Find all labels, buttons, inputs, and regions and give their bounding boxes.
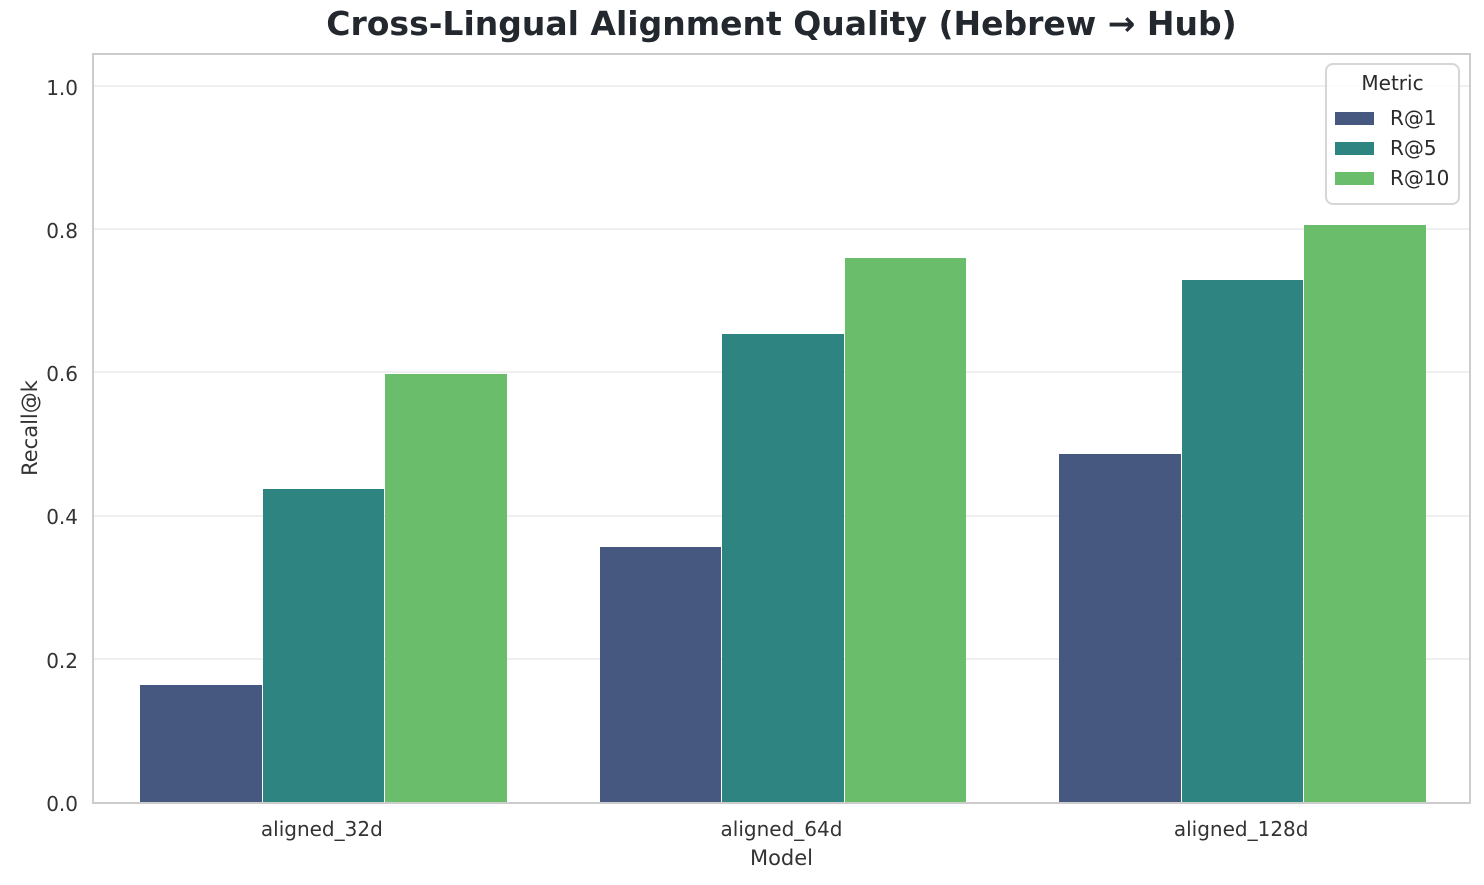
legend-rows: R@1 R@5 R@10: [1335, 103, 1450, 193]
x-tick-label: aligned_64d: [720, 817, 843, 841]
y-tick-label: 0.8: [46, 218, 78, 243]
plot-area: [92, 53, 1471, 804]
gridline: [94, 228, 1469, 230]
legend-entry: R@5: [1335, 133, 1450, 163]
y-tick-label: 1.0: [46, 75, 78, 100]
bar-aligned_32d-R@10: [385, 374, 507, 802]
legend-swatch-icon: [1335, 111, 1374, 125]
y-tick-label: 0.6: [46, 362, 78, 387]
bar-aligned_32d-R@5: [262, 489, 385, 802]
legend-swatch-icon: [1335, 141, 1374, 155]
y-tick-label: 0.4: [46, 505, 78, 530]
chart-title: Cross-Lingual Alignment Quality (Hebrew …: [326, 4, 1237, 43]
bar-aligned_64d-R@1: [599, 547, 722, 802]
legend-entry-label: R@1: [1390, 106, 1437, 130]
legend-entry-label: R@5: [1390, 136, 1437, 160]
legend-entry-label: R@10: [1390, 166, 1450, 190]
x-tick-label: aligned_128d: [1173, 817, 1309, 841]
legend-entry: R@10: [1335, 163, 1450, 193]
legend-title: Metric: [1361, 71, 1424, 95]
x-axis-label: Model: [749, 846, 814, 870]
legend-entry: R@1: [1335, 103, 1450, 133]
bar-aligned_64d-R@10: [844, 257, 967, 802]
y-tick-label: 0.0: [46, 792, 78, 816]
gridline: [94, 84, 1469, 87]
x-tick-label: aligned_32d: [260, 817, 383, 841]
legend: Metric R@1 R@5 R@10: [1325, 63, 1460, 205]
legend-swatch-icon: [1335, 171, 1374, 185]
bar-aligned_128d-R@5: [1181, 279, 1304, 802]
bar-aligned_32d-R@1: [139, 684, 262, 802]
bar-aligned_128d-R@10: [1304, 224, 1427, 802]
bar-aligned_128d-R@1: [1059, 453, 1181, 802]
y-axis-label: Recall@k: [18, 380, 42, 476]
y-tick-label: 0.2: [46, 648, 78, 673]
bar-aligned_64d-R@5: [722, 334, 844, 802]
